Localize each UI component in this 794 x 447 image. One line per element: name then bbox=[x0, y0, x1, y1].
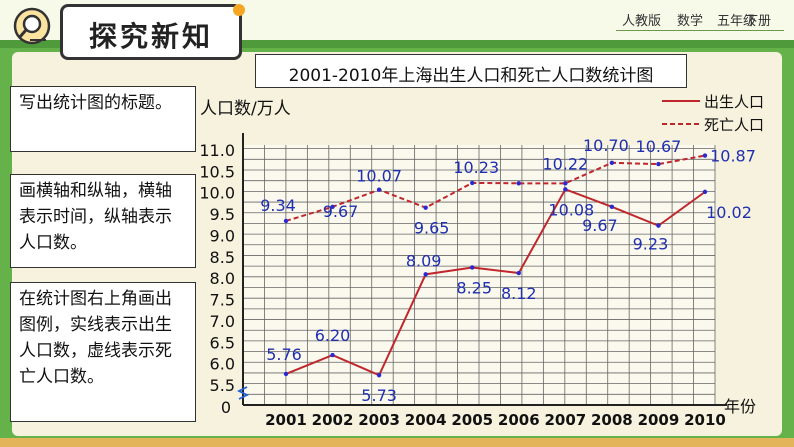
y-tick-label: 9.5 bbox=[210, 205, 235, 224]
y-tick-label: 10.5 bbox=[199, 162, 235, 181]
x-tick-label: 2007 bbox=[544, 411, 586, 429]
birth-data-point bbox=[563, 187, 568, 192]
x-tick-label: 2010 bbox=[684, 411, 726, 429]
y-zero-label: 0 bbox=[221, 398, 231, 417]
y-tick-label: 5.5 bbox=[210, 376, 235, 395]
birth-data-point bbox=[702, 189, 708, 195]
birth-data-point bbox=[516, 270, 521, 276]
grade-label: 五年级 bbox=[717, 14, 757, 29]
death-data-point bbox=[702, 153, 708, 158]
data-label: 10.22 bbox=[542, 154, 588, 173]
data-label: 10.67 bbox=[636, 137, 682, 156]
death-data-point bbox=[470, 180, 475, 186]
data-label: 10.07 bbox=[356, 167, 402, 186]
data-label: 5.73 bbox=[361, 386, 397, 405]
death-data-point bbox=[330, 204, 335, 210]
birth-data-point bbox=[376, 372, 382, 378]
x-tick-label: 2004 bbox=[405, 411, 447, 429]
x-tick-label: 2006 bbox=[498, 411, 540, 429]
birth-data-point bbox=[330, 352, 335, 358]
bottom-bar bbox=[0, 438, 794, 447]
y-tick-label: 6.5 bbox=[210, 333, 235, 352]
y-tick-label: 8.5 bbox=[210, 248, 235, 267]
note-axes: 画横轴和纵轴，横轴表示时间，纵轴表示人口数。 bbox=[10, 174, 196, 268]
y-tick-label: 11.0 bbox=[199, 141, 235, 160]
y-tick-label: 9.0 bbox=[210, 226, 235, 245]
legend-label: 死亡人口 bbox=[704, 116, 764, 134]
data-label: 9.34 bbox=[260, 196, 296, 215]
x-tick-label: 2003 bbox=[358, 411, 400, 429]
x-tick-label: 2002 bbox=[312, 411, 354, 429]
death-series-line bbox=[285, 154, 706, 222]
note-legend: 在统计图右上角画出图例，实线表示出生人口数，虚线表示死亡人口数。 bbox=[10, 282, 196, 422]
x-tick-label: 2008 bbox=[591, 411, 633, 429]
publisher-label: 人教版 bbox=[622, 14, 662, 29]
y-tick-label: 10.0 bbox=[199, 184, 235, 203]
note-title: 写出统计图的标题。 bbox=[10, 86, 196, 152]
data-label: 10.08 bbox=[548, 200, 594, 219]
data-label: 9.65 bbox=[414, 219, 450, 238]
y-tick-label: 8.0 bbox=[210, 269, 235, 288]
chart-title-box: 2001-2010年上海出生人口和死亡人口数统计图 bbox=[255, 54, 687, 88]
subject-label: 数学 bbox=[677, 14, 704, 29]
data-label: 10.02 bbox=[706, 203, 752, 222]
magnifier-icon bbox=[13, 7, 51, 45]
data-label: 8.25 bbox=[456, 279, 492, 298]
death-data-point bbox=[376, 187, 382, 192]
data-label: 9.67 bbox=[582, 216, 618, 235]
y-tick-label: 6.0 bbox=[210, 355, 235, 374]
birth-data-point bbox=[609, 204, 615, 210]
section-title: 探究新知 bbox=[88, 20, 213, 53]
death-data-point bbox=[516, 181, 521, 186]
y-tick-label: 7.5 bbox=[210, 291, 235, 310]
death-data-point bbox=[423, 205, 428, 210]
legend-label: 出生人口 bbox=[704, 93, 764, 111]
birth-series-line bbox=[285, 188, 706, 377]
section-title-tab: 探究新知 bbox=[60, 4, 242, 60]
data-label: 8.09 bbox=[406, 251, 442, 270]
data-label: 5.76 bbox=[266, 345, 302, 364]
x-tick-label: 2001 bbox=[265, 411, 307, 429]
data-label: 9.67 bbox=[323, 202, 359, 221]
death-data-point bbox=[656, 161, 661, 167]
data-label: 10.87 bbox=[710, 147, 756, 166]
title-dot bbox=[233, 4, 245, 16]
birth-data-point bbox=[423, 272, 428, 277]
death-data-point bbox=[609, 160, 615, 166]
data-label: 10.23 bbox=[453, 158, 499, 177]
x-tick-label: 2009 bbox=[638, 411, 680, 429]
x-axis-label: 年份 bbox=[724, 397, 756, 416]
birth-data-point bbox=[470, 265, 475, 270]
header-band bbox=[0, 40, 794, 48]
header-divider bbox=[616, 30, 784, 31]
y-tick-label: 7.0 bbox=[210, 312, 235, 331]
volume-label: 下册 bbox=[745, 14, 772, 29]
birth-data-point bbox=[656, 223, 661, 228]
death-data-point bbox=[283, 218, 289, 224]
data-label: 9.23 bbox=[633, 235, 669, 254]
data-label: 6.20 bbox=[315, 326, 351, 345]
chart-title: 2001-2010年上海出生人口和死亡人口数统计图 bbox=[288, 66, 654, 86]
data-label: 8.12 bbox=[501, 284, 537, 303]
x-tick-label: 2005 bbox=[451, 411, 493, 429]
data-label: 10.70 bbox=[583, 136, 629, 155]
death-data-point bbox=[563, 181, 568, 186]
birth-data-point bbox=[283, 371, 289, 377]
axis-break-icon bbox=[236, 386, 250, 400]
y-axis-label: 人口数/万人 bbox=[200, 99, 291, 119]
